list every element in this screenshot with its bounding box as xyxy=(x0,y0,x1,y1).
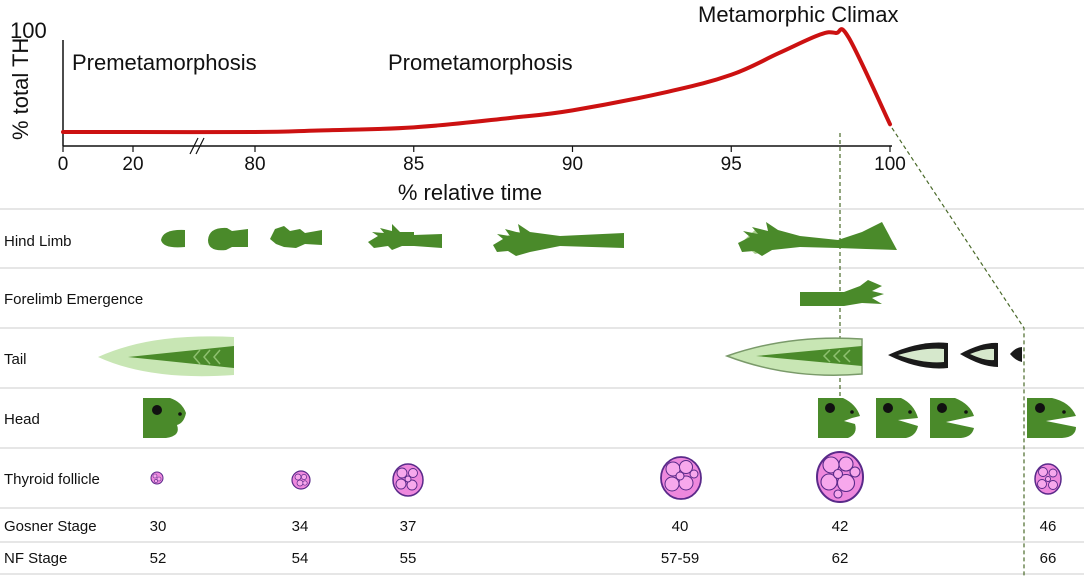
row-label-head: Head xyxy=(4,411,40,428)
th-chart: % total TH 100 0 20 80 85 90 95 100 % relative… xyxy=(8,2,906,205)
tail-row xyxy=(98,336,1022,377)
x-tick-label: 80 xyxy=(244,154,265,175)
head-stage-42 xyxy=(818,398,860,438)
th-series-line xyxy=(61,27,892,135)
y-axis-label: % total TH xyxy=(8,38,33,140)
hind-limb-paddle xyxy=(270,226,322,248)
thyroid-follicle-stage-40 xyxy=(660,456,702,500)
gosner-stage-value: 30 xyxy=(150,518,167,535)
x-tick-label: 90 xyxy=(562,154,583,175)
nf-stage-value: 66 xyxy=(1040,550,1057,567)
gosner-stage-value: 40 xyxy=(672,518,689,535)
thyroid-follicle-stage-42 xyxy=(816,451,864,503)
head-row xyxy=(143,398,1076,438)
hind-limb-bud-1 xyxy=(161,229,185,248)
hind-limb-bud-2 xyxy=(208,227,248,251)
thyroid-follicle-stage-37 xyxy=(392,463,424,497)
thyroid-follicle-stage-34 xyxy=(291,470,311,490)
head-stage-43 xyxy=(876,398,918,438)
row-label-hind-limb: Hind Limb xyxy=(4,233,72,250)
tail-full-stage-30 xyxy=(98,336,234,377)
row-label-nf: NF Stage xyxy=(4,550,67,567)
x-axis-label: % relative time xyxy=(398,180,542,205)
tail-resorbing-3 xyxy=(1010,347,1022,362)
hind-limb-late xyxy=(738,222,897,256)
row-label-forelimb: Forelimb Emergence xyxy=(4,291,143,308)
tail-resorbing-1-highlight xyxy=(898,348,944,363)
y-max-label: 100 xyxy=(10,18,47,43)
tail-full-stage-42 xyxy=(724,337,863,376)
row-label-gosner: Gosner Stage xyxy=(4,518,97,535)
x-tick-label: 20 xyxy=(122,154,143,175)
nf-stage-value: 62 xyxy=(832,550,849,567)
hind-limb-row xyxy=(161,222,897,256)
head-stage-44 xyxy=(930,398,974,438)
gosner-stage-value: 46 xyxy=(1040,518,1057,535)
hind-limb-toes-early xyxy=(368,224,442,250)
hind-limb-toes-mid xyxy=(493,224,624,256)
gosner-stage-value: 42 xyxy=(832,518,849,535)
nf-stage-value: 55 xyxy=(400,550,417,567)
thyroid-follicle-stage-30 xyxy=(150,471,164,485)
x-tick-label: 85 xyxy=(403,154,424,175)
forelimb-row xyxy=(800,280,884,306)
nf-stage-value: 57-59 xyxy=(661,550,699,567)
nf-stage-value: 54 xyxy=(292,550,309,567)
axis-break-mark xyxy=(189,137,205,155)
head-stage-30 xyxy=(143,398,186,438)
x-ticks: 0 20 80 85 90 95 100 xyxy=(58,146,906,175)
row-separators xyxy=(0,208,1084,575)
row-labels: Hind Limb Forelimb Emergence Tail Head T… xyxy=(4,233,143,567)
gosner-stage-value: 34 xyxy=(292,518,309,535)
nf-stage-value: 52 xyxy=(150,550,167,567)
head-stage-46 xyxy=(1027,398,1076,438)
x-tick-label: 100 xyxy=(874,154,906,175)
phase-premetamorphosis: Premetamorphosis xyxy=(72,50,257,75)
nf-stage-row: 52 54 55 57-59 62 66 xyxy=(150,550,1057,567)
guide-line-stage-46 xyxy=(891,127,1025,578)
row-label-thyroid: Thyroid follicle xyxy=(4,471,100,488)
thyroid-row xyxy=(150,451,1062,503)
phase-metamorphic-climax: Metamorphic Climax xyxy=(698,2,899,27)
gosner-stage-row: 30 34 37 40 42 46 xyxy=(150,518,1057,535)
x-tick-label: 95 xyxy=(721,154,742,175)
thyroid-follicle-stage-46 xyxy=(1034,463,1062,495)
phase-prometamorphosis: Prometamorphosis xyxy=(388,50,573,75)
guide-lines xyxy=(839,127,1025,578)
forelimb-emergence xyxy=(800,280,884,306)
tail-resorbing-2-highlight xyxy=(970,348,994,361)
row-label-tail: Tail xyxy=(4,351,27,368)
gosner-stage-value: 37 xyxy=(400,518,417,535)
x-tick-label: 0 xyxy=(58,154,69,175)
